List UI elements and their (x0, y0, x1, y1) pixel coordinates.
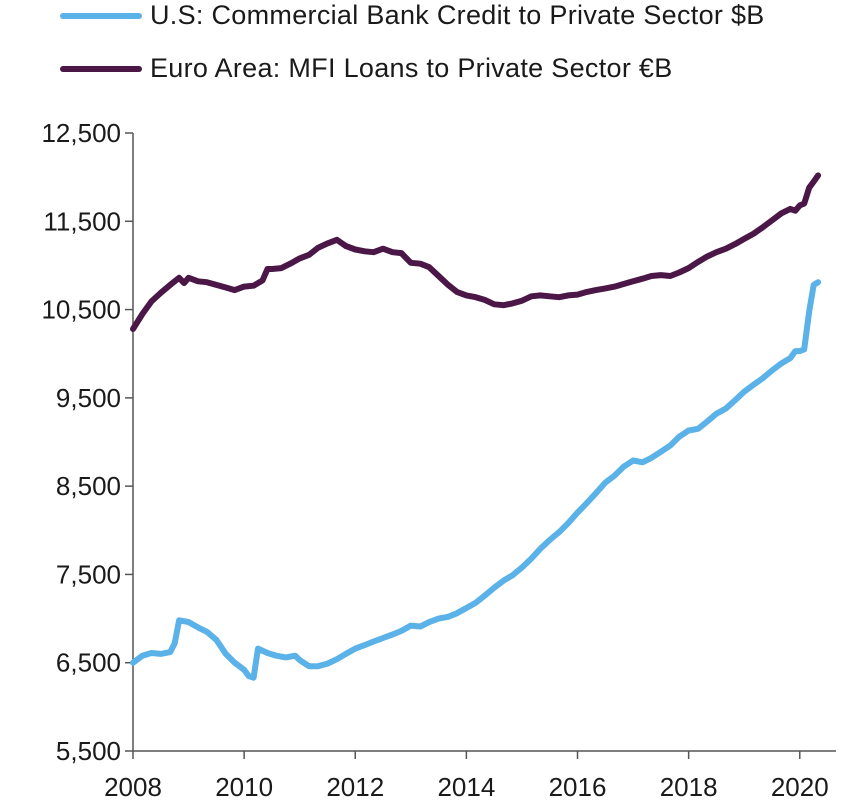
x-tick-label: 2020 (771, 772, 829, 802)
y-tick-label: 7,500 (56, 559, 121, 589)
y-tick-label: 11,500 (43, 206, 121, 236)
legend-item-us: U.S: Commercial Bank Credit to Private S… (60, 0, 765, 31)
legend-label-euro: Euro Area: MFI Loans to Private Sector €… (150, 53, 673, 83)
y-tick-label: 9,500 (56, 383, 121, 413)
x-tick-label: 2010 (215, 772, 273, 802)
y-tick-label: 5,500 (56, 736, 121, 766)
y-tick-label: 12,500 (41, 118, 121, 148)
y-tick-label: 10,500 (41, 295, 121, 325)
legend-swatch-us (60, 12, 142, 19)
y-tick-label: 6,500 (56, 648, 121, 678)
x-tick-label: 2018 (660, 772, 718, 802)
x-tick-label: 2008 (104, 772, 162, 802)
x-tick-label: 2012 (326, 772, 384, 802)
y-tick-label: 8,500 (56, 471, 121, 501)
series-line-euro (130, 172, 822, 332)
legend-swatch-euro (60, 65, 142, 72)
legend-item-euro: Euro Area: MFI Loans to Private Sector €… (60, 53, 673, 84)
x-tick-label: 2014 (437, 772, 495, 802)
legend-label-us: U.S: Commercial Bank Credit to Private S… (150, 0, 765, 30)
series-line-us (130, 279, 822, 681)
x-tick-label: 2016 (549, 772, 607, 802)
